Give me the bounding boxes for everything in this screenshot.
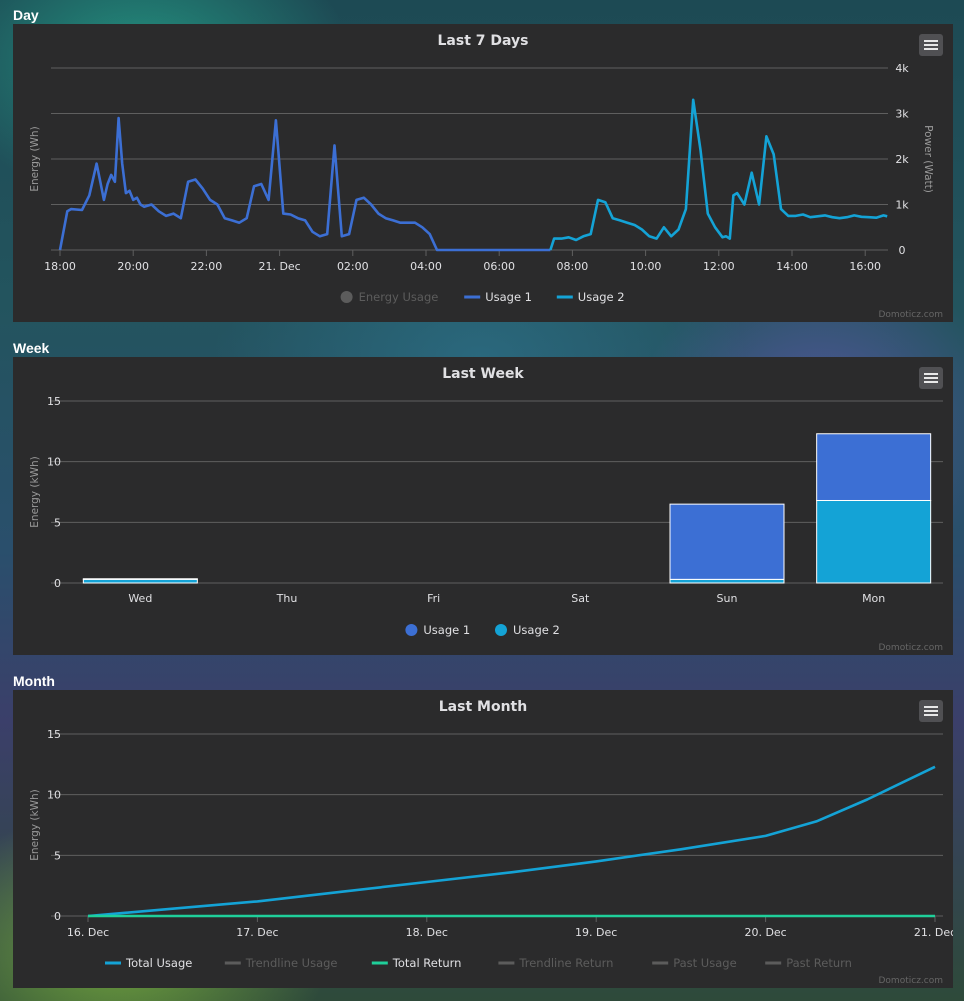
section-title-month: Month (13, 673, 55, 689)
month-chart: Last Month 0 5 10 15 16. Dec 17. Dec 18. Dec 19.… (29, 699, 953, 970)
legend-item[interactable]: Usage 2 (513, 623, 560, 637)
section-title-day: Day (13, 7, 39, 23)
legend-marker (765, 961, 782, 965)
y-tick-label: 0 (899, 244, 906, 257)
x-tick-label: 19. Dec (575, 926, 617, 939)
y-axis-label-right: Power (Watt) (922, 125, 934, 193)
legend-marker (105, 961, 121, 965)
x-tick-label: 21. Dec (258, 260, 300, 273)
y-tick-label: 5 (54, 849, 61, 862)
hamburger-menu-icon (924, 40, 938, 42)
x-tick-label: 14:00 (776, 260, 808, 273)
x-tick-label: 21. Dec (914, 926, 953, 939)
x-tick-label: 12:00 (703, 260, 735, 273)
x-tick-label: 20. Dec (744, 926, 786, 939)
y-axis-label: Energy (kWh) (29, 456, 41, 527)
chart-credit[interactable]: Domoticz.com (878, 310, 944, 320)
y-tick-label: 0 (54, 910, 61, 923)
series-line-2 (549, 98, 888, 251)
legend-item[interactable]: Total Return (392, 956, 462, 970)
bar-usage2[interactable] (669, 578, 785, 584)
y-tick-label: 4k (895, 62, 909, 75)
x-tick-label: Sat (571, 592, 590, 605)
x-tick-label: Wed (128, 592, 152, 605)
week-chart: Last Week 0 5 10 15 Energy (kWh) Wed Thu Fri Sat S… (29, 366, 943, 637)
legend-marker (498, 961, 515, 965)
x-tick-label: 06:00 (483, 260, 515, 273)
legend-marker (556, 295, 573, 299)
legend-marker (495, 624, 507, 636)
chart-title: Last Week (442, 366, 524, 382)
y-tick-label: 15 (47, 395, 61, 408)
chart-credit[interactable]: Domoticz.com (878, 643, 944, 653)
legend-marker (405, 624, 418, 636)
legend-item[interactable]: Past Return (786, 956, 852, 970)
x-tick-label: 18. Dec (406, 926, 448, 939)
legend-item[interactable]: Usage 1 (485, 290, 532, 304)
chart-menu-button[interactable] (919, 700, 943, 722)
chart-credit[interactable]: Domoticz.com (878, 976, 944, 986)
x-tick-label: 16. Dec (67, 926, 109, 939)
week-chart-panel: Last Week 0 5 10 15 Energy (kWh) Wed Thu Fri Sat S… (13, 357, 953, 655)
x-tick-label: 20:00 (117, 260, 149, 273)
legend-item[interactable]: Past Usage (673, 956, 736, 970)
y-axis-label-left: Energy (Wh) (29, 126, 41, 191)
chart-title: Last Month (439, 699, 527, 715)
y-axis-label: Energy (kWh) (29, 789, 41, 860)
bar-usage1[interactable] (816, 433, 932, 501)
hamburger-menu-icon (924, 373, 938, 375)
legend-item[interactable]: Energy Usage (359, 290, 439, 304)
legend-marker (340, 291, 353, 303)
y-tick-label: 5 (54, 516, 61, 529)
bar-usage2[interactable] (816, 499, 932, 584)
chart-title: Last 7 Days (438, 33, 529, 49)
x-tick-label: 10:00 (630, 260, 662, 273)
legend-marker (371, 961, 388, 965)
x-tick-label: Fri (427, 592, 440, 605)
bar-usage2[interactable] (82, 578, 198, 584)
x-tick-label: Mon (862, 592, 885, 605)
legend-marker (464, 295, 481, 299)
bar-usage1[interactable] (669, 503, 785, 580)
legend-item[interactable]: Usage 1 (423, 623, 470, 637)
hamburger-menu-icon (924, 706, 938, 708)
y-tick-label: 10 (47, 456, 61, 469)
x-tick-label: 18:00 (44, 260, 76, 273)
x-tick-label: 02:00 (337, 260, 369, 273)
section-title-week: Week (13, 340, 50, 356)
legend-item[interactable]: Usage 2 (578, 290, 625, 304)
x-tick-label: 22:00 (191, 260, 223, 273)
x-tick-label: 04:00 (410, 260, 442, 273)
day-chart: Last 7 Days 0 1k 2k 3k 4k 18:00 20:00 22:00 21. D… (29, 33, 934, 304)
legend-item[interactable]: Trendline Usage (245, 956, 338, 970)
x-tick-label: Sun (717, 592, 738, 605)
month-chart-panel: Last Month 0 5 10 15 16. Dec 17. Dec 18. Dec 19.… (13, 690, 953, 988)
y-tick-label: 15 (47, 728, 61, 741)
day-chart-panel: Last 7 Days 0 1k 2k 3k 4k 18:00 20:00 22:00 21. D… (13, 24, 953, 322)
bar-usage1[interactable] (82, 578, 198, 580)
x-tick-label: 16:00 (849, 260, 881, 273)
chart-menu-button[interactable] (919, 34, 943, 56)
x-tick-label: 17. Dec (236, 926, 278, 939)
y-tick-label: 3k (895, 108, 909, 121)
y-tick-label: 10 (47, 789, 61, 802)
x-tick-label: Thu (276, 592, 298, 605)
series-line-1 (87, 765, 936, 918)
legend-marker (224, 961, 241, 965)
legend-marker (652, 961, 669, 965)
series-line-1 (58, 116, 551, 252)
legend-item[interactable]: Trendline Return (518, 956, 613, 970)
legend-item[interactable]: Total Usage (125, 956, 192, 970)
y-tick-label: 2k (895, 153, 909, 166)
chart-menu-button[interactable] (919, 367, 943, 389)
y-tick-label: 0 (54, 577, 61, 590)
y-tick-label: 1k (895, 199, 909, 212)
x-tick-label: 08:00 (557, 260, 589, 273)
